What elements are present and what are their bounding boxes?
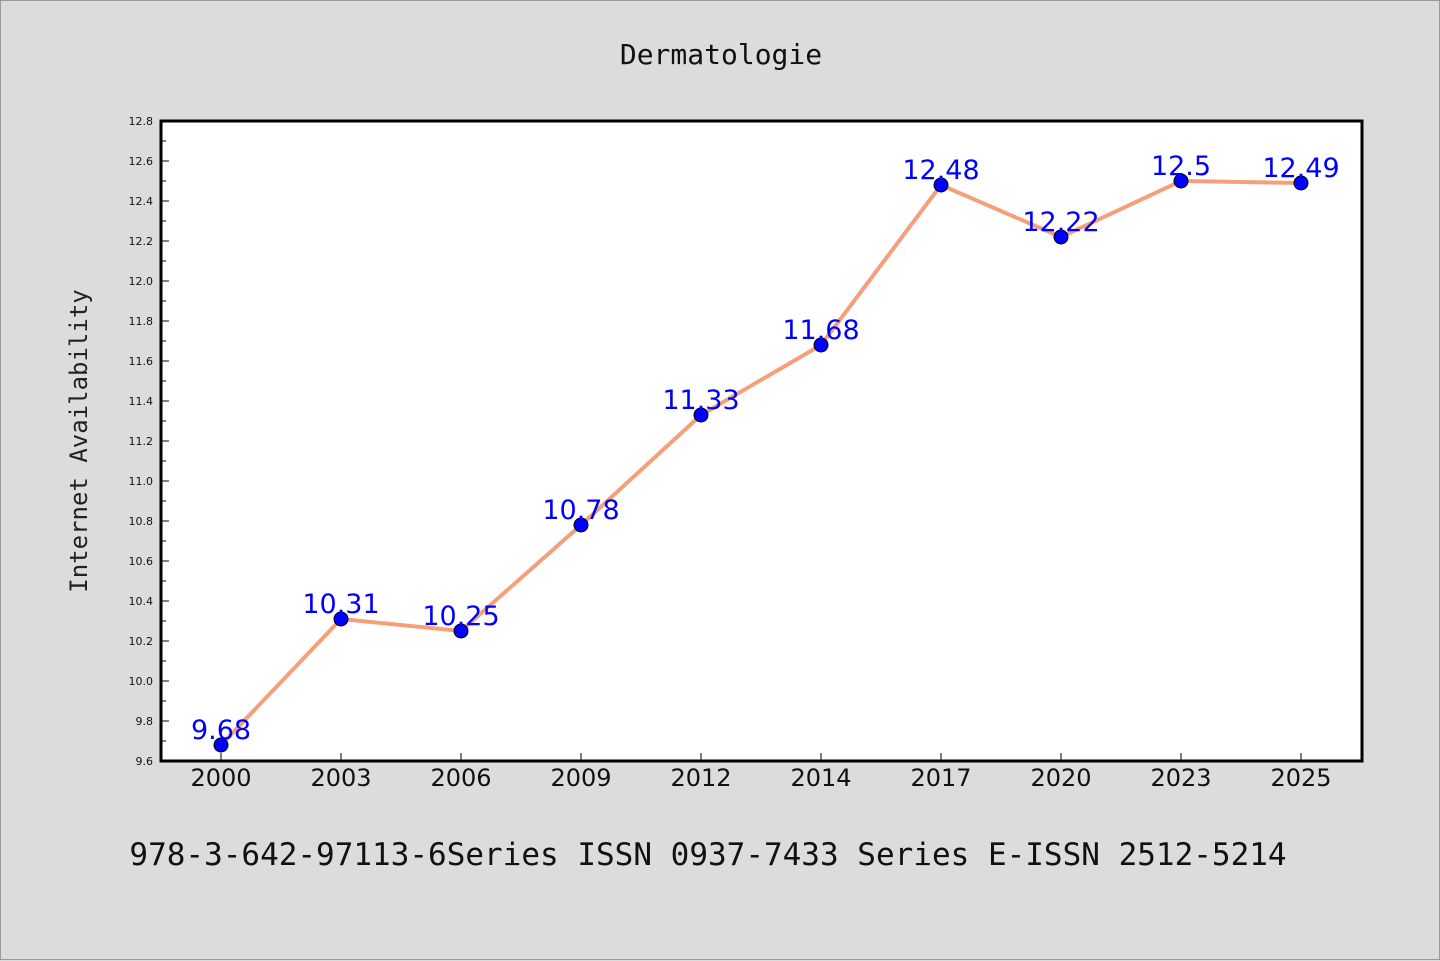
- y-tick-label: 9.8: [136, 715, 154, 728]
- plot-area: [159, 119, 1364, 763]
- data-label: 10.31: [302, 589, 379, 620]
- y-tick-label: 11.4: [129, 395, 154, 408]
- data-label: 12.48: [902, 155, 979, 186]
- y-tick-label: 12.4: [129, 195, 154, 208]
- x-axis-ticks: 2000 2003 2006 2009 2012 2014 2017 2020 2023 2025: [190, 753, 1332, 792]
- y-tick-label: 10.2: [129, 635, 154, 648]
- y-tick-label: 11.2: [129, 435, 154, 448]
- data-point: [1293, 175, 1309, 191]
- y-tick-label: 12.0: [129, 275, 154, 288]
- x-tick-label: 2003: [310, 764, 371, 792]
- x-tick-label: 2025: [1270, 764, 1331, 792]
- x-tick-label: 2006: [430, 764, 491, 792]
- x-tick-label: 2017: [910, 764, 971, 792]
- data-point: [333, 611, 349, 627]
- data-label: 12.5: [1151, 151, 1211, 182]
- y-tick-label: 10.0: [129, 675, 154, 688]
- data-point: [693, 407, 709, 423]
- y-axis-label: Internet Availability: [65, 289, 93, 592]
- series-layer: [213, 173, 1309, 753]
- data-point: [1173, 173, 1189, 189]
- x-tick-label: 2020: [1030, 764, 1091, 792]
- data-label-layer: 9.68 10.31 10.25 10.78 11.33 11.68 12.48 12.22 1…: [191, 151, 1340, 746]
- y-tick-label: 12.6: [129, 155, 154, 168]
- data-label: 10.78: [542, 495, 619, 526]
- y-axis-ticks: 9.6 9.8 10.0 10.2 10.4 10.6 10.8 11.0 11.2 11.4 11…: [129, 115, 169, 768]
- x-tick-label: 2023: [1150, 764, 1211, 792]
- x-tick-label: 2009: [550, 764, 611, 792]
- y-tick-label: 9.6: [136, 755, 154, 768]
- x-tick-label: 2000: [190, 764, 251, 792]
- y-tick-label: 10.6: [129, 555, 154, 568]
- data-point: [453, 623, 469, 639]
- data-point: [813, 337, 829, 353]
- data-point: [1053, 229, 1069, 245]
- data-label: 12.22: [1022, 207, 1099, 238]
- y-tick-label: 10.4: [129, 595, 154, 608]
- chart-title: Dermatologie: [620, 38, 822, 71]
- y-tick-label: 12.2: [129, 235, 154, 248]
- y-tick-label: 10.8: [129, 515, 154, 528]
- y-tick-label: 11.0: [129, 475, 154, 488]
- y-tick-label: 12.8: [129, 115, 154, 128]
- data-point: [933, 177, 949, 193]
- data-label: 11.33: [662, 385, 739, 416]
- footer-isbn-issn: 978-3-642-97113-6Series ISSN 0937-7433 S…: [129, 837, 1286, 873]
- y-tick-label: 11.6: [129, 355, 154, 368]
- data-label: 10.25: [422, 601, 499, 632]
- x-tick-label: 2014: [790, 764, 851, 792]
- series-line: [219, 179, 1302, 747]
- data-label: 9.68: [191, 715, 251, 746]
- data-point: [573, 517, 589, 533]
- y-tick-label: 11.8: [129, 315, 154, 328]
- x-tick-label: 2012: [670, 764, 731, 792]
- data-label: 11.68: [782, 315, 859, 346]
- data-label: 12.49: [1262, 153, 1339, 184]
- data-point: [213, 737, 229, 753]
